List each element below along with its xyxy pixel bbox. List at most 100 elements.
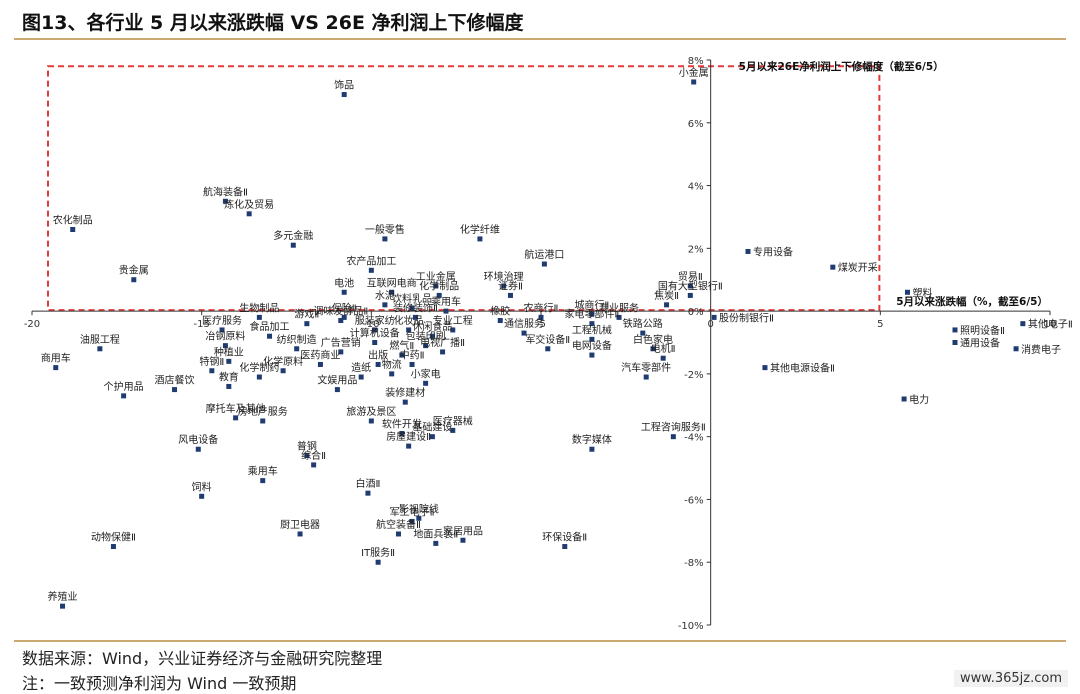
y-tick-label: -4% (684, 433, 703, 444)
data-point-label: 环境治理 (484, 270, 524, 283)
data-point (436, 292, 442, 298)
data-point (429, 434, 435, 440)
data-point-label: 电池 (334, 276, 354, 289)
data-point (226, 383, 232, 389)
y-tick-label: 6% (688, 119, 704, 130)
data-point-label: 小金属 (679, 66, 709, 79)
data-point (341, 92, 347, 98)
data-point-label: 专业服务 (599, 301, 639, 314)
data-point (1013, 346, 1019, 352)
data-point-label: 普钢 (297, 440, 317, 453)
data-point (172, 387, 178, 393)
data-point-label: 消费电子 (1021, 343, 1061, 356)
data-point (687, 283, 693, 289)
data-point (372, 340, 378, 345)
data-point-label: 出版 (368, 348, 388, 361)
data-point-label: 医疗服务 (202, 314, 242, 327)
data-point (541, 261, 547, 267)
y-tick-label: 0% (688, 307, 704, 318)
data-point-label: 乘用车 (431, 295, 461, 308)
data-point-label: 照明设备Ⅱ (960, 324, 1005, 337)
data-point-label: 服装家纺 (355, 314, 395, 327)
data-point (389, 289, 395, 295)
data-point-label: 多元金融 (273, 229, 313, 242)
data-point-label: 塑料 (912, 286, 932, 299)
data-point-label: 化妆品 (394, 314, 424, 327)
data-point-label: 环保设备Ⅱ (542, 531, 587, 544)
data-point (711, 314, 717, 320)
data-point (280, 368, 286, 374)
data-point (406, 443, 412, 449)
data-point (341, 289, 347, 295)
x-tick-label: -5 (536, 319, 546, 330)
data-point (450, 427, 456, 433)
data-point-label: 专业工程 (433, 314, 473, 327)
data-point-label: 摩托车及其他 (206, 402, 266, 415)
data-point-label: 调味发酵品Ⅱ (313, 305, 368, 318)
data-point (830, 264, 836, 270)
data-point-label: 广告营销 (321, 336, 361, 349)
data-point-label: 工程咨询服务Ⅱ (641, 421, 706, 434)
data-point (219, 327, 225, 333)
data-point-label: 动物保健Ⅱ (91, 531, 136, 544)
data-point (423, 380, 429, 386)
data-point (521, 330, 527, 336)
data-point (433, 283, 439, 289)
data-point (589, 336, 595, 342)
data-point-label: 证券Ⅱ (498, 279, 523, 292)
data-point-label: 煤炭开采 (838, 261, 878, 274)
data-point (562, 544, 568, 550)
data-point-label: 化学纤维 (460, 223, 500, 236)
data-point-label: 食品加工 (250, 320, 290, 333)
data-point-label: 种植业 (214, 345, 244, 358)
y-tick-label: 8% (688, 56, 704, 67)
data-point-label: 其他电子Ⅱ (1028, 318, 1073, 331)
site-watermark: www.365jz.com (954, 670, 1068, 687)
data-point (311, 462, 317, 468)
y-axis-title: 5月以来26E净利润上下修幅度（截至6/5） (739, 60, 944, 73)
data-point (402, 399, 408, 405)
data-point (70, 227, 76, 232)
data-point (589, 352, 595, 358)
data-point-label: 通信服务 (504, 317, 544, 330)
data-point-label: 地面兵装Ⅱ (413, 527, 458, 540)
data-point-label: 乘用车 (248, 465, 278, 478)
data-point-label: 航空装备Ⅱ (376, 518, 421, 531)
data-point (687, 292, 693, 298)
data-point (365, 490, 371, 496)
data-point (589, 446, 595, 452)
footnote: 注：一致预测净利润为 Wind 一致预期 (22, 674, 297, 693)
data-point-label: 旅游及景区 (346, 405, 396, 418)
data-point (199, 493, 205, 499)
data-point-label: 专用设备 (753, 245, 793, 258)
highlight-region (47, 65, 881, 312)
data-point (358, 374, 364, 380)
data-point (450, 327, 456, 333)
data-point (267, 333, 273, 339)
data-point-label: 装修建材 (385, 386, 425, 399)
data-point (443, 308, 449, 314)
data-point-label: 军交设备Ⅱ (525, 333, 570, 346)
data-point (256, 314, 262, 320)
title-divider (14, 38, 1066, 40)
data-point-label: 农商行Ⅱ (524, 301, 559, 314)
data-point-label: 冶钢原料 (205, 330, 245, 343)
data-point-label: 数字媒体 (572, 433, 612, 446)
data-point-label: 贵金属 (119, 264, 149, 277)
data-point-label: 工业金属 (416, 270, 456, 283)
data-point (412, 314, 418, 320)
data-point-label: 休闲食品 (412, 320, 452, 333)
data-point-label: 农化制品 (53, 214, 93, 227)
data-point (260, 478, 266, 484)
data-point (389, 371, 395, 377)
data-point-label: 文娱用品 (317, 374, 357, 387)
data-point-label: 装修装饰Ⅱ (393, 301, 438, 314)
data-point-label: 医疗器械 (433, 414, 473, 427)
x-tick-label: -20 (24, 319, 40, 330)
data-point (904, 289, 910, 295)
data-point (429, 333, 435, 339)
data-point (616, 314, 622, 320)
data-point-label: 风电设备 (178, 433, 218, 446)
data-point-label: 养殖业 (48, 590, 78, 603)
data-point (110, 544, 116, 550)
